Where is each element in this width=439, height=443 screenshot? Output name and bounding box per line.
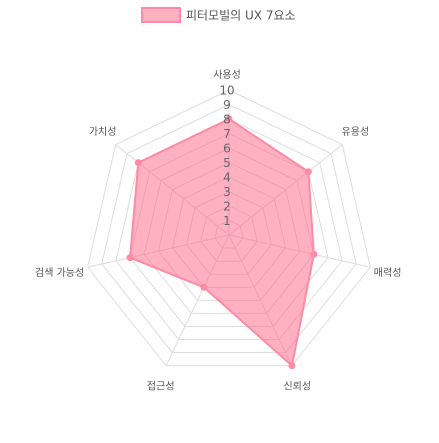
tick-label: 5 (223, 156, 231, 170)
tick-label: 3 (223, 185, 231, 199)
tick-label: 7 (223, 127, 231, 141)
data-point-4[interactable] (288, 362, 296, 370)
axis-label: 매력성 (374, 267, 402, 279)
tick-label: 8 (223, 113, 231, 127)
axis-label: 접근성 (147, 380, 175, 392)
data-point-7[interactable] (134, 159, 142, 167)
axis-label: 신뢰성 (283, 380, 311, 392)
data-point-3[interactable] (310, 250, 318, 258)
axis-label: 유용성 (342, 126, 370, 138)
tick-label: 4 (223, 171, 231, 185)
axis-label: 검색 가능성 (35, 267, 84, 279)
tick-label: 10 (219, 84, 234, 98)
data-point-1[interactable] (225, 115, 233, 123)
tick-label: 1 (223, 214, 231, 228)
series-layer (126, 115, 318, 370)
tick-label: 2 (223, 200, 231, 214)
data-point-2[interactable] (304, 168, 312, 176)
grid-ring (115, 118, 343, 341)
series-area[interactable] (128, 117, 315, 368)
legend-label: 피터모빌의 UX 7요소 (186, 9, 296, 23)
legend[interactable]: 피터모빌의 UX 7요소 (141, 7, 296, 23)
tick-label: 9 (223, 98, 231, 112)
axis-label: 가치성 (89, 126, 117, 138)
data-point-5[interactable] (200, 283, 208, 291)
axis-label: 사용성 (213, 69, 241, 81)
grid-ring (87, 89, 371, 367)
data-point-6[interactable] (126, 254, 134, 262)
legend-swatch (141, 7, 181, 23)
grid-ring (101, 103, 357, 354)
tick-label: 6 (223, 142, 231, 156)
